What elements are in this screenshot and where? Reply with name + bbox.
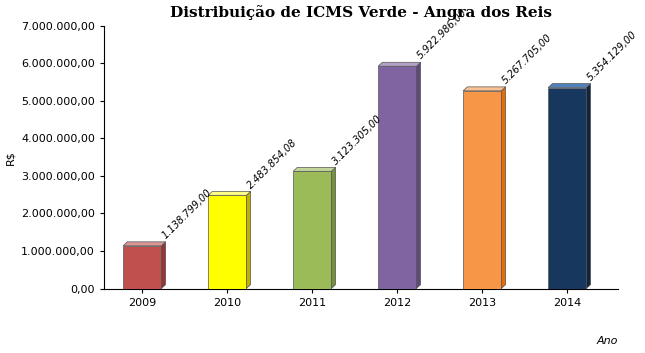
Bar bbox=[548, 88, 586, 288]
Bar bbox=[378, 66, 417, 288]
Text: 5.267.705,00: 5.267.705,00 bbox=[501, 32, 553, 86]
Polygon shape bbox=[463, 87, 506, 91]
Polygon shape bbox=[586, 84, 591, 288]
Text: 5.354.129,00: 5.354.129,00 bbox=[585, 29, 639, 83]
Text: 1.138.799,00: 1.138.799,00 bbox=[160, 187, 213, 241]
Y-axis label: R$: R$ bbox=[6, 150, 15, 164]
Bar bbox=[293, 171, 332, 288]
Text: 3.123.305,00: 3.123.305,00 bbox=[330, 113, 384, 166]
Title: Distribuição de ICMS Verde - Angra dos Reis: Distribuição de ICMS Verde - Angra dos R… bbox=[170, 6, 552, 20]
Bar bbox=[463, 91, 501, 288]
Polygon shape bbox=[417, 62, 421, 288]
Bar bbox=[123, 246, 161, 288]
Polygon shape bbox=[246, 191, 251, 288]
Polygon shape bbox=[332, 167, 335, 288]
Polygon shape bbox=[161, 242, 166, 288]
Text: 2.483.854,08: 2.483.854,08 bbox=[245, 137, 299, 190]
Polygon shape bbox=[501, 87, 506, 288]
Polygon shape bbox=[123, 242, 166, 246]
Text: Ano: Ano bbox=[597, 336, 619, 346]
Polygon shape bbox=[548, 84, 591, 88]
Text: 5.922.986,00: 5.922.986,00 bbox=[415, 8, 469, 61]
Polygon shape bbox=[208, 191, 251, 195]
Polygon shape bbox=[293, 167, 335, 171]
Polygon shape bbox=[378, 62, 421, 66]
Bar bbox=[208, 195, 246, 288]
